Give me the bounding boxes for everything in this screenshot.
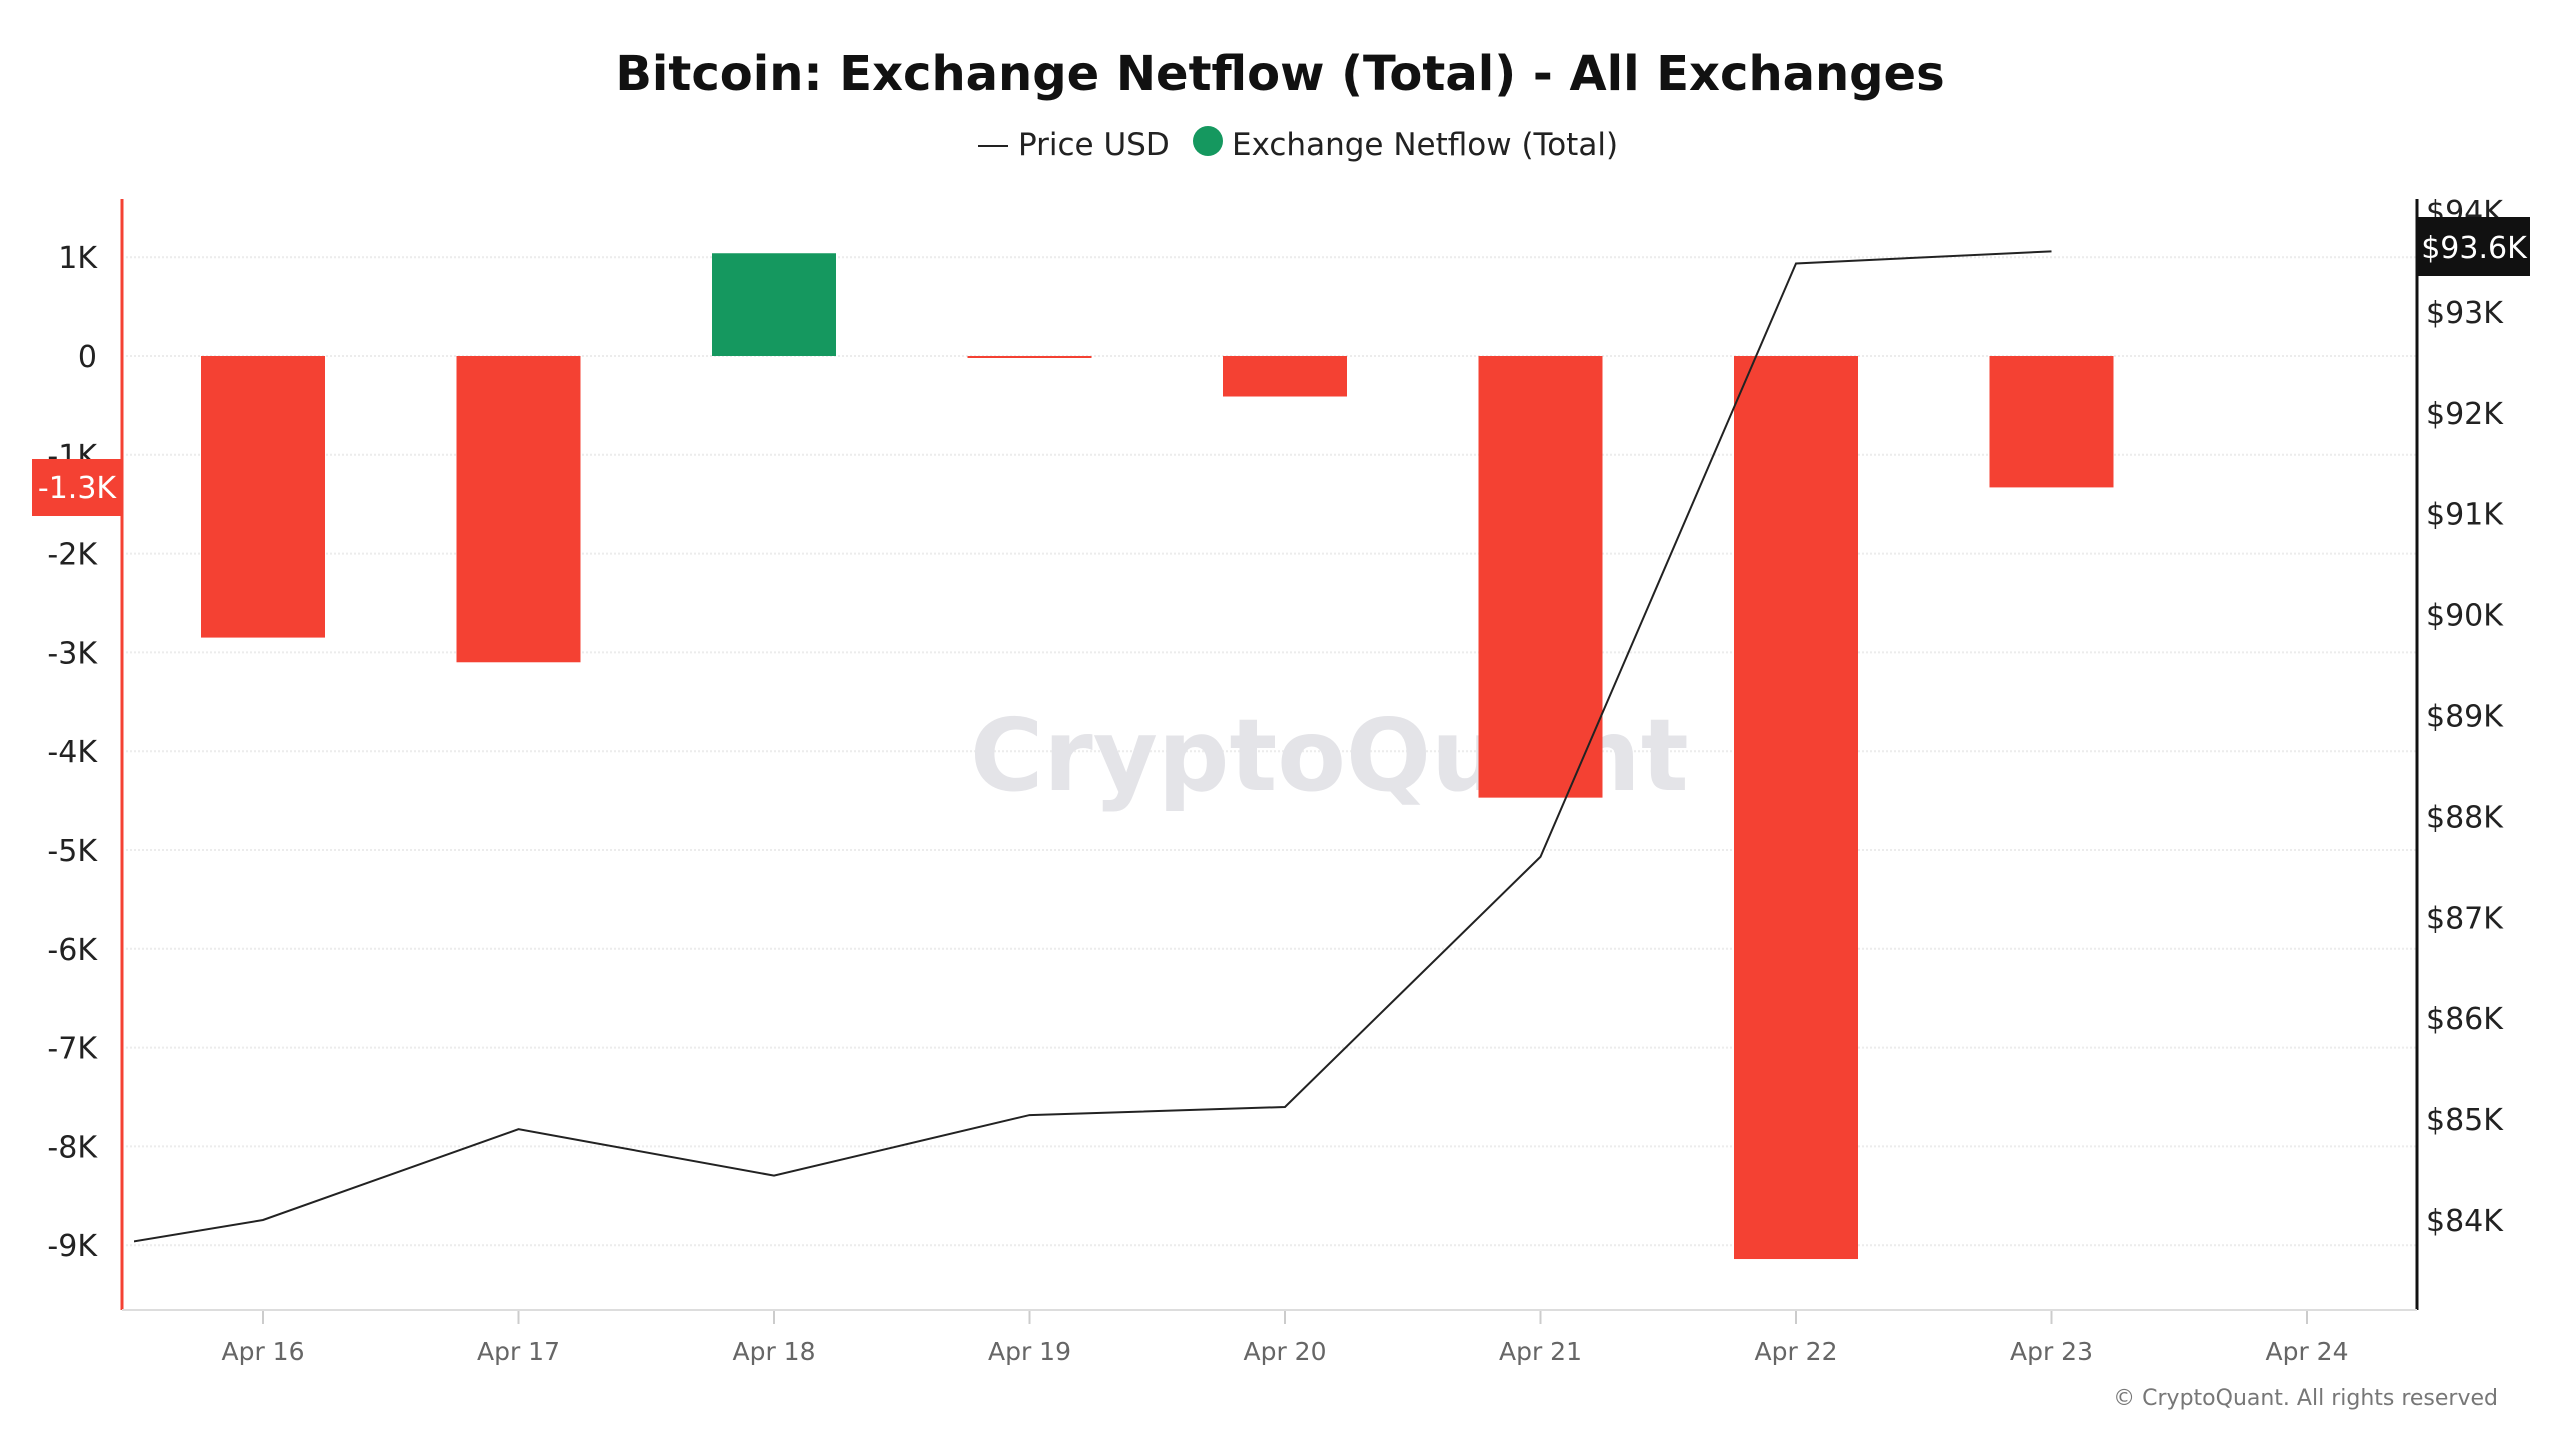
- x-tick-label: Apr 23: [2010, 1337, 2093, 1366]
- legend-price[interactable]: Price USD: [1018, 127, 1170, 163]
- right-tick-label: $88K: [2426, 800, 2504, 835]
- right-tick-label: $87K: [2426, 901, 2504, 936]
- left-tick-label: -3K: [47, 636, 98, 671]
- price-current-badge: [2418, 217, 2530, 276]
- x-tick-label: Apr 18: [732, 1337, 815, 1366]
- left-tick-label: -9K: [47, 1229, 98, 1264]
- x-tick-label: Apr 19: [988, 1337, 1071, 1366]
- netflow-current-label: -1.3K: [38, 471, 118, 506]
- x-tick-label: Apr 16: [221, 1337, 304, 1366]
- netflow-bar[interactable]: [456, 356, 581, 663]
- left-tick-label: -4K: [47, 735, 98, 770]
- left-tick-label: 1K: [58, 241, 98, 276]
- netflow-bar[interactable]: [1734, 356, 1858, 1260]
- right-tick-label: $90K: [2426, 599, 2504, 634]
- right-tick-label: $85K: [2426, 1103, 2504, 1138]
- price-line[interactable]: [8, 250, 2052, 1262]
- netflow-bar[interactable]: [201, 356, 325, 638]
- legend: Price USD Exchange Netflow (Total): [978, 126, 1618, 163]
- left-tick-label: -5K: [47, 834, 98, 869]
- footer-copyright: © CryptoQuant. All rights reserved: [2113, 1386, 2498, 1411]
- right-tick-label: $92K: [2426, 397, 2504, 432]
- left-tick-label: -7K: [47, 1032, 98, 1067]
- right-tick-label: $91K: [2426, 498, 2504, 533]
- netflow-bar[interactable]: [967, 356, 1092, 358]
- netflow-bar[interactable]: [712, 253, 836, 356]
- netflow-bar[interactable]: [1989, 356, 2114, 488]
- left-tick-label: -8K: [47, 1130, 98, 1165]
- left-tick-label: -2K: [47, 538, 98, 573]
- x-tick-label: Apr 20: [1243, 1337, 1326, 1366]
- netflow-bar[interactable]: [1223, 356, 1347, 397]
- x-tick-label: Apr 21: [1499, 1337, 1582, 1366]
- chart-title: Bitcoin: Exchange Netflow (Total) - All …: [615, 46, 1944, 102]
- netflow-bar[interactable]: [1478, 356, 1603, 798]
- right-tick-label: $84K: [2426, 1204, 2504, 1239]
- legend-dot-icon: [1193, 126, 1223, 156]
- left-tick-label: -6K: [47, 933, 98, 968]
- right-tick-label: $89K: [2426, 700, 2504, 735]
- x-tick-label: Apr 17: [477, 1337, 560, 1366]
- price-current-label: $93.6K: [2421, 231, 2528, 266]
- x-tick-label: Apr 22: [1754, 1337, 1837, 1366]
- netflow-current-badge: [32, 459, 122, 516]
- x-tick-label: Apr 24: [2265, 1337, 2348, 1366]
- left-tick-label: 0: [78, 340, 97, 375]
- legend-netflow[interactable]: Exchange Netflow (Total): [1232, 127, 1618, 163]
- right-tick-label: $86K: [2426, 1002, 2504, 1037]
- right-tick-label: $93K: [2426, 296, 2504, 331]
